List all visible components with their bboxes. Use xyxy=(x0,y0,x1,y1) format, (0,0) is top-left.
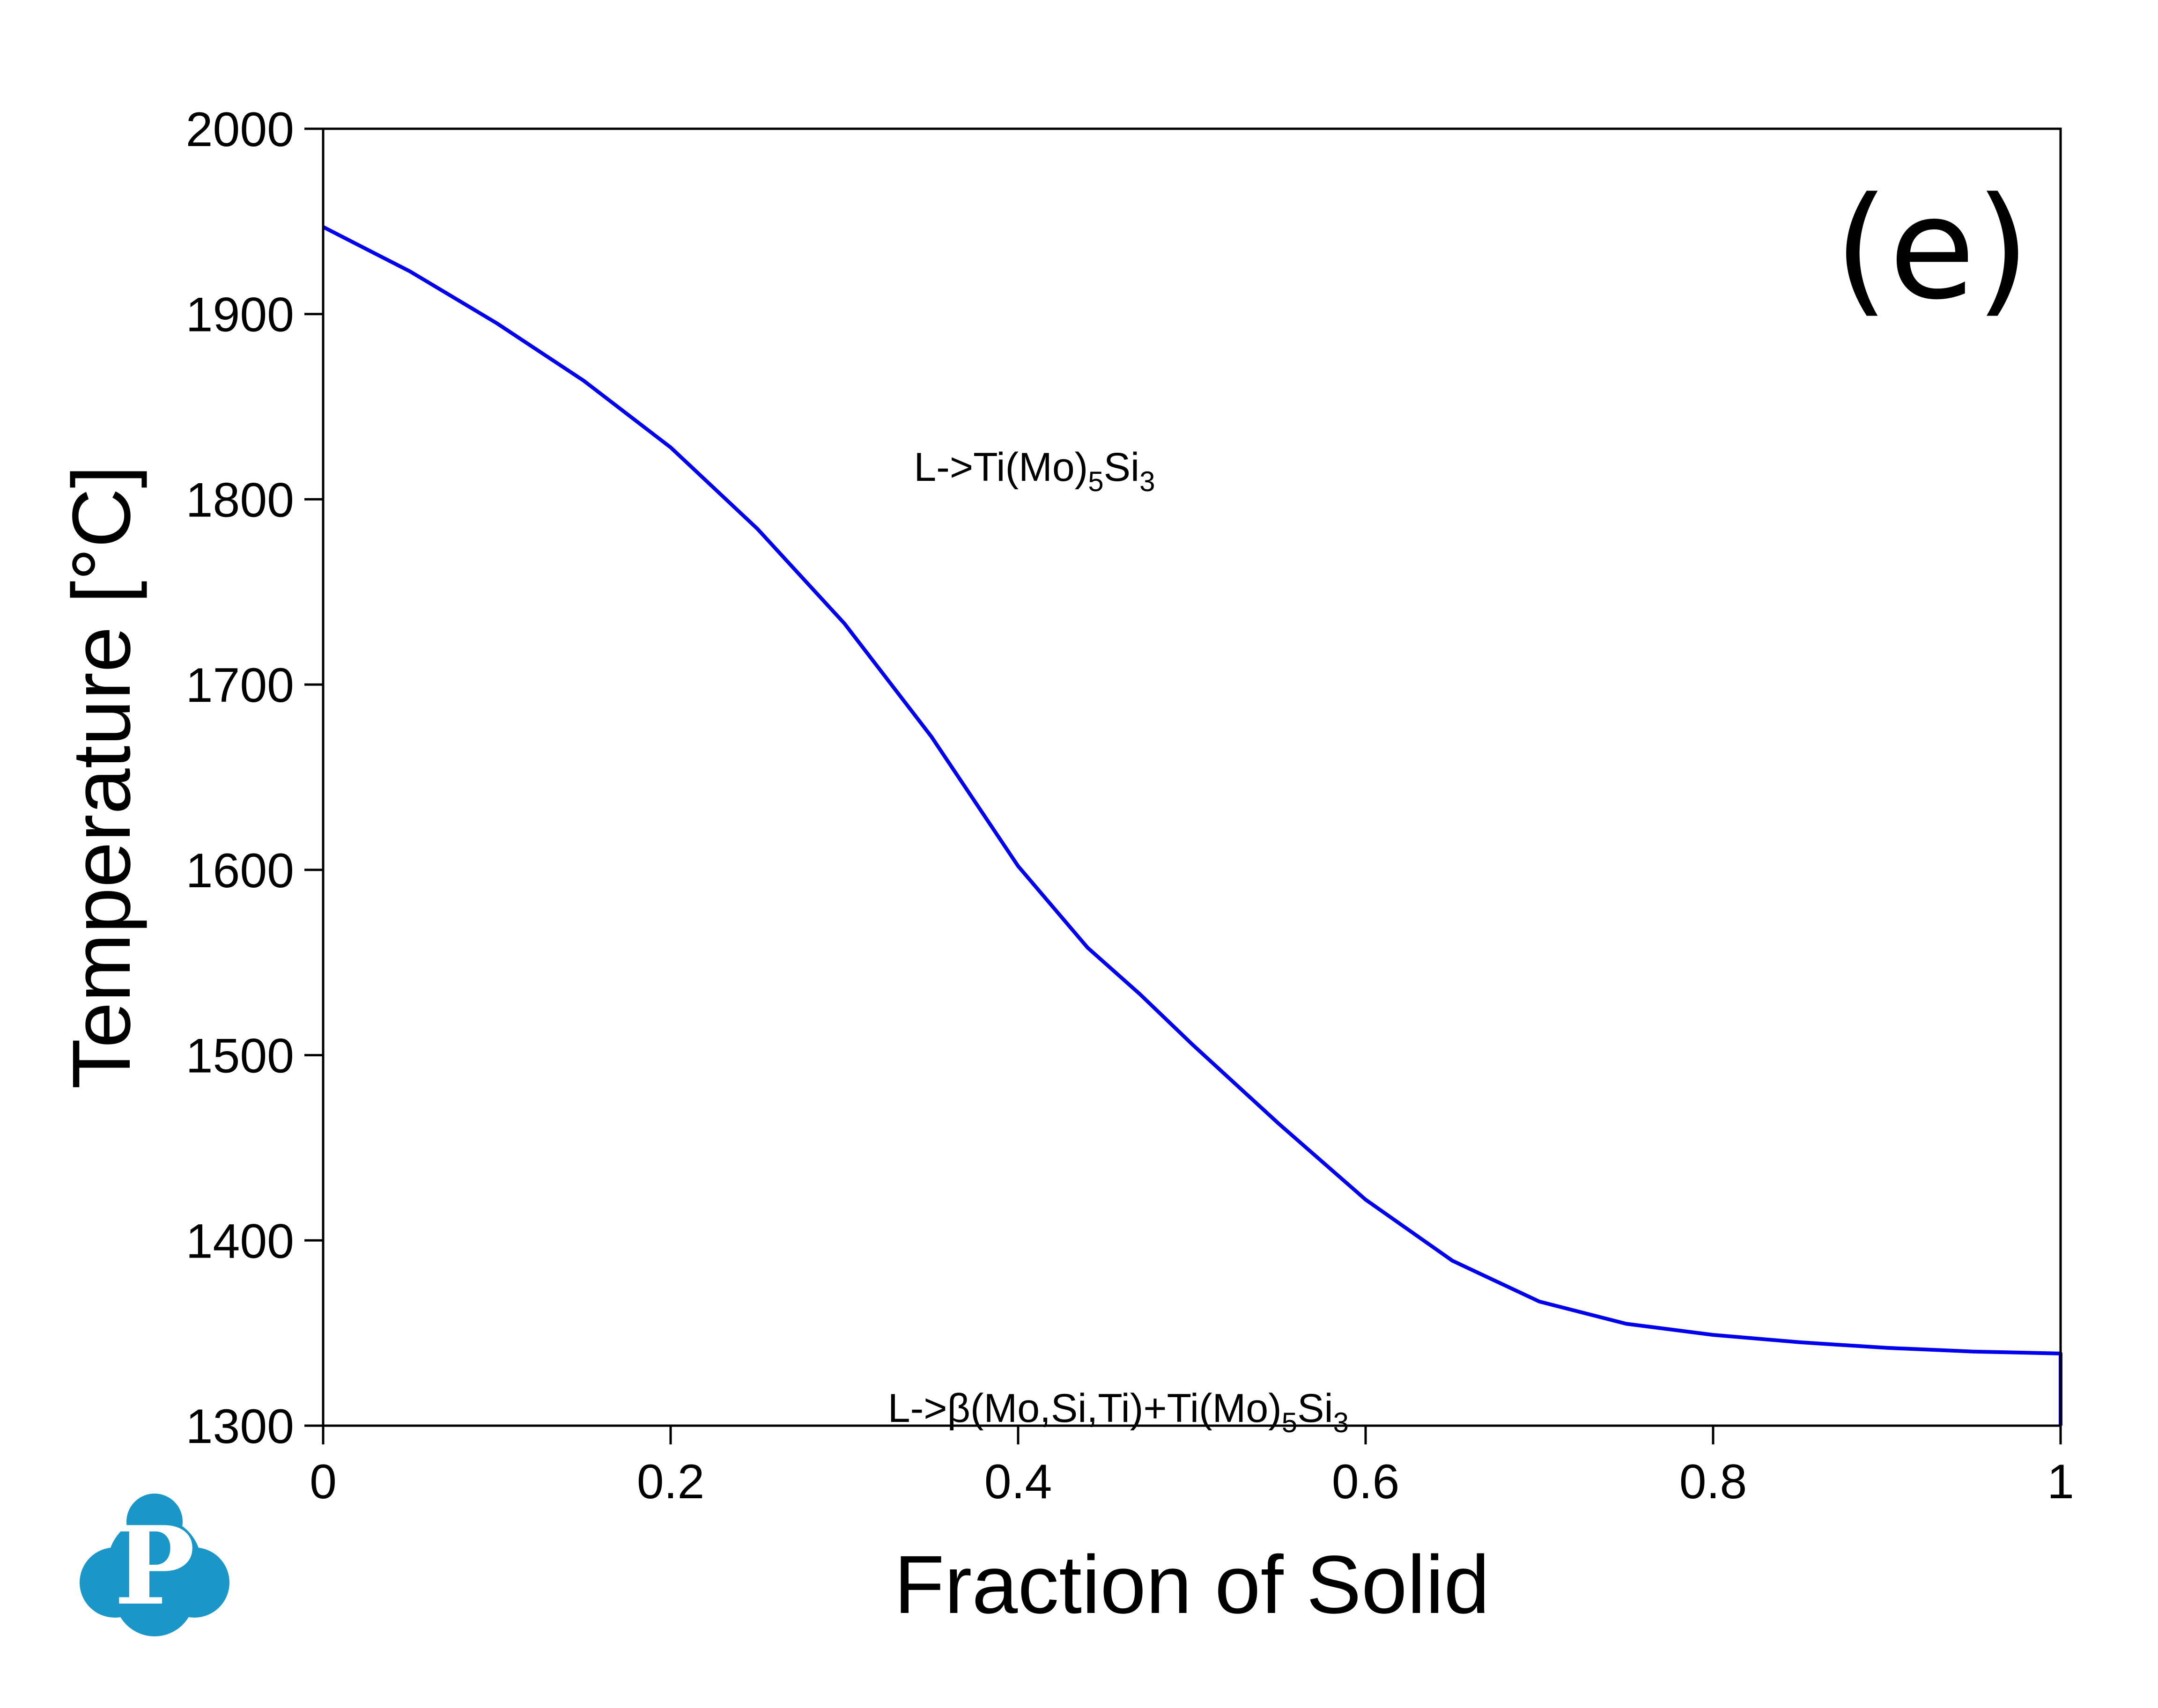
annotation-single-phase-part-1: Ti(Mo) xyxy=(973,445,1088,490)
x-axis-title: Fraction of Solid xyxy=(894,1539,1490,1631)
x-tick-label-0.4: 0.4 xyxy=(984,1455,1052,1509)
annotation-single-phase-sub-2: 3 xyxy=(1139,466,1155,497)
x-tick-label-0.6: 0.6 xyxy=(1332,1455,1400,1509)
annotation-single-phase-sub-1: 5 xyxy=(1088,466,1103,497)
logo-lobe-bottom xyxy=(115,1557,194,1636)
y-tick-label-1700: 1700 xyxy=(186,658,294,713)
y-tick-label-1900: 1900 xyxy=(186,288,294,342)
y-axis-title: Temperature [°C] xyxy=(56,465,148,1089)
annotation-eutectic-part-1: (Mo,Si,Ti)+Ti(Mo) xyxy=(970,1386,1282,1431)
y-tick-label-1400: 1400 xyxy=(186,1214,294,1268)
annotation-single-phase: L->Ti(Mo)5Si3 xyxy=(914,445,1155,497)
y-tick-label-1800: 1800 xyxy=(186,473,294,527)
company-logo: P xyxy=(80,1494,229,1636)
annotation-eutectic-sub-1: 5 xyxy=(1282,1407,1297,1438)
annotation-single-phase-prefix: L-> xyxy=(914,445,973,490)
x-tick-label-0.2: 0.2 xyxy=(637,1455,705,1509)
annotation-eutectic-part-2: Si xyxy=(1297,1386,1333,1431)
logo-letter: P xyxy=(114,1503,195,1629)
x-tick-label-1: 1 xyxy=(2047,1455,2074,1509)
panel-label: (e) xyxy=(1834,167,2030,331)
annotation-eutectic: L->β(Mo,Si,Ti)+Ti(Mo)5Si3 xyxy=(888,1386,1349,1438)
y-tick-label-1500: 1500 xyxy=(186,1029,294,1083)
y-tick-label-1300: 1300 xyxy=(186,1399,294,1454)
x-tick-label-0: 0 xyxy=(310,1455,337,1509)
annotation-eutectic-sub-2: 3 xyxy=(1333,1407,1349,1438)
y-tick-label-2000: 2000 xyxy=(186,103,294,157)
plot-frame xyxy=(322,127,2062,1427)
x-tick-label-0.8: 0.8 xyxy=(1679,1455,1747,1509)
annotation-single-phase-part-2: Si xyxy=(1104,445,1139,490)
annotation-eutectic-prefix: L->β xyxy=(888,1386,970,1431)
x-axis-ticks: 0 0.2 0.4 0.6 0.8 1 xyxy=(310,1426,2074,1509)
y-tick-label-1600: 1600 xyxy=(186,844,294,898)
series-layer xyxy=(322,225,2062,1426)
y-axis-ticks: 1300 1400 1500 1600 1700 1800 1900 2000 xyxy=(186,103,323,1454)
series-line-0 xyxy=(322,225,2062,1426)
